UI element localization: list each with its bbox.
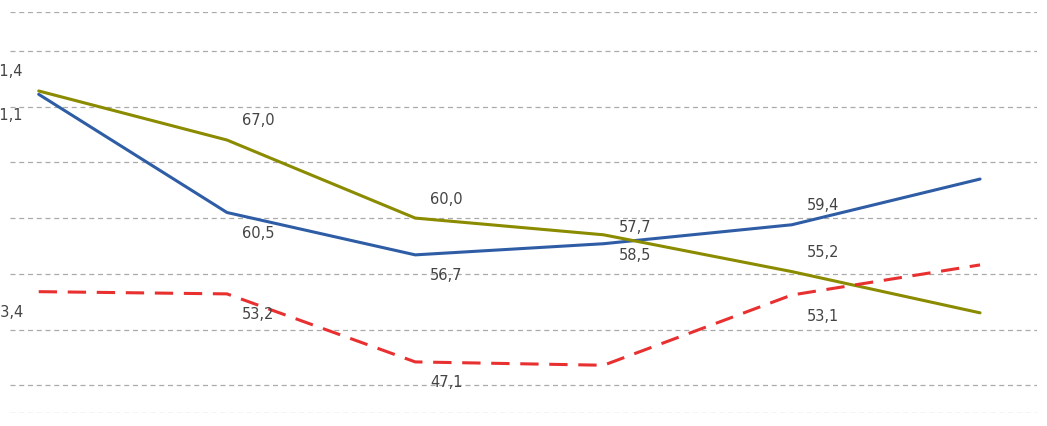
Text: 47,1: 47,1 xyxy=(430,374,463,389)
Text: 71,1: 71,1 xyxy=(0,108,24,123)
Text: 56,7: 56,7 xyxy=(430,268,463,283)
Text: 53,2: 53,2 xyxy=(242,307,274,322)
Text: 58,5: 58,5 xyxy=(619,248,651,263)
Text: 59,4: 59,4 xyxy=(807,198,840,213)
Text: 60,5: 60,5 xyxy=(242,225,274,241)
Text: 53,1: 53,1 xyxy=(807,308,839,323)
Text: 60,0: 60,0 xyxy=(430,191,463,206)
Text: 67,0: 67,0 xyxy=(242,113,274,128)
Text: 53,4: 53,4 xyxy=(0,305,24,320)
Text: 57,7: 57,7 xyxy=(619,220,651,235)
Text: 71,4: 71,4 xyxy=(0,64,24,79)
Text: 55,2: 55,2 xyxy=(807,245,840,259)
